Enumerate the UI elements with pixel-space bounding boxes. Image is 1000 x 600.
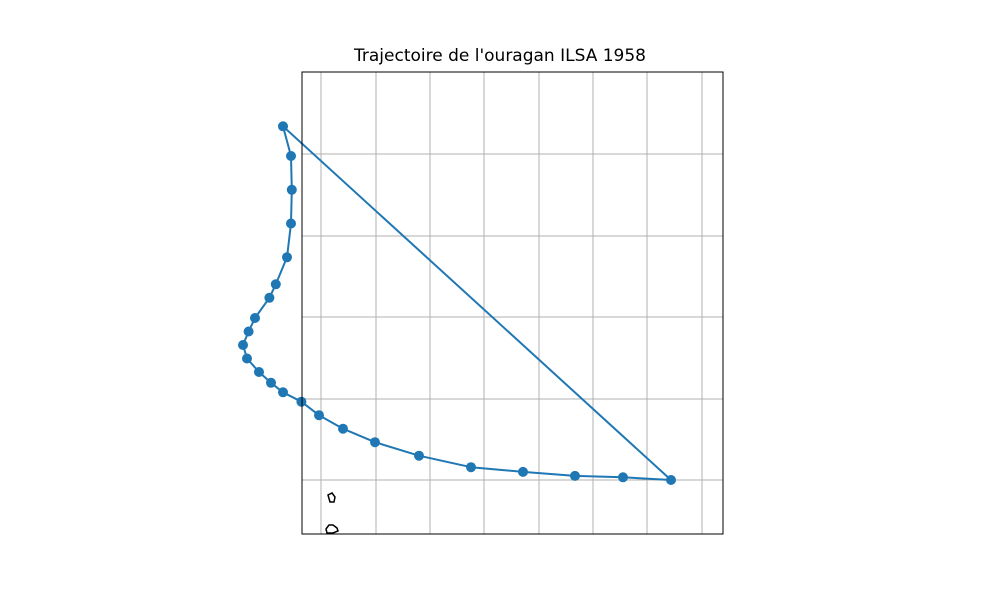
track-point (286, 151, 296, 161)
track-point (370, 437, 380, 448)
track-point (570, 470, 580, 481)
track-point (238, 340, 248, 350)
track-point (466, 462, 476, 473)
track-point (250, 313, 260, 323)
track-point (666, 475, 676, 485)
track-point (314, 410, 324, 421)
track-point (270, 279, 281, 290)
track-point (264, 292, 275, 303)
track-point (242, 353, 252, 364)
track-point (278, 121, 288, 132)
track-point (296, 396, 307, 407)
track-line (242, 125, 672, 481)
island-south (325, 524, 339, 534)
coastline-layer (325, 492, 339, 534)
track-point (266, 377, 276, 388)
map-frame (301, 71, 724, 535)
track-point (338, 423, 348, 434)
track-point (518, 466, 528, 477)
island-north (327, 492, 336, 503)
track-point (254, 367, 264, 377)
track-point (282, 252, 292, 263)
track-point (243, 326, 254, 337)
grid-layer (302, 72, 723, 534)
hurricane-track (238, 121, 676, 485)
track-point (286, 218, 296, 229)
track-point (278, 387, 288, 398)
track-point (618, 472, 628, 483)
track-point (286, 184, 297, 195)
page-title: Trajectoire de l'ouragan ILSA 1958 (354, 46, 646, 66)
track-point (414, 450, 424, 461)
